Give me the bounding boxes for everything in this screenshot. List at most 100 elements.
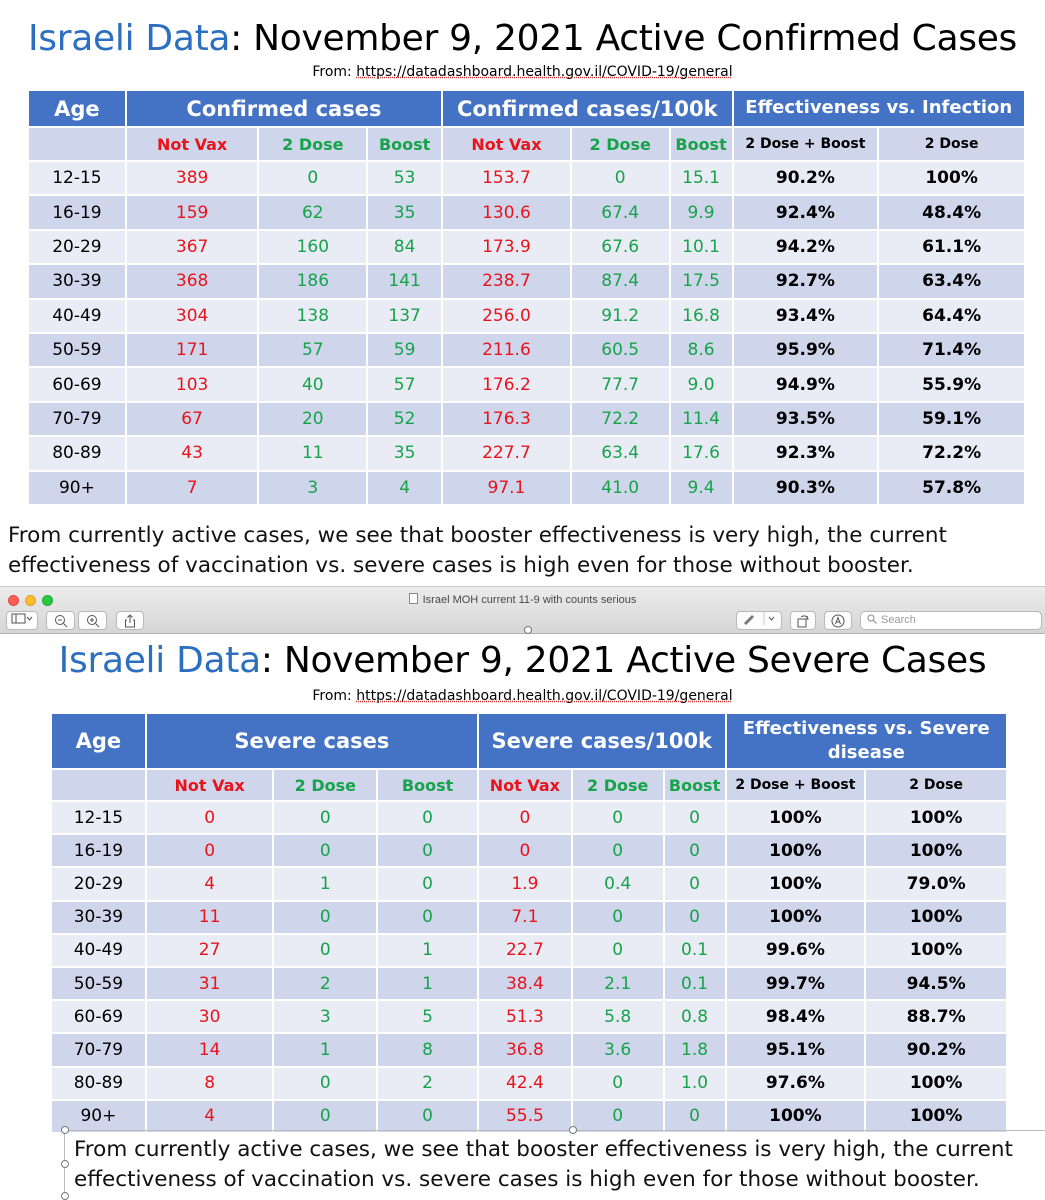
cases-2dose-cell: 0 [272,932,379,968]
zoom-out-button[interactable] [46,611,75,630]
rate-boost-cell: 0.1 [662,932,727,968]
subheader-eff-2dose: 2 Dose [864,768,1008,802]
window-title: Israel MOH current 11-9 with counts seri… [0,593,1045,606]
document-icon [408,593,418,604]
zoom-in-button[interactable] [78,611,107,630]
eff-2dose-boost-cell: 100% [724,1098,867,1134]
rate-not-vax-cell: 238.7 [441,263,572,300]
cases-2dose-cell: 0 [272,1098,379,1134]
selection-handle[interactable] [61,1160,69,1168]
eff-2dose-cell: 79.0% [864,866,1008,902]
table-row: 70-79 14 1 8 36.8 3.6 1.8 95.1% 90.2% [50,1032,1008,1068]
eff-2dose-cell: 100% [864,932,1008,968]
source-url: https://datadashboard.health.gov.il/COVI… [356,64,733,80]
subheader-blank [50,768,147,802]
rate-boost-cell: 1.8 [662,1032,727,1068]
rate-not-vax-cell: 153.7 [441,159,572,197]
eff-2dose-boost-cell: 90.3% [731,469,880,506]
header-effectiveness: Effectiveness vs. Infection [731,89,1027,128]
search-placeholder: Search [881,614,916,626]
rate-2dose-cell: 0 [570,833,665,869]
rate-2dose-cell: 0 [570,1065,665,1101]
cases-2dose-cell: 0 [272,833,379,869]
cases-boost-cell: 0 [376,1098,479,1134]
rate-boost-cell: 9.4 [668,469,734,506]
table-row: 12-15 389 0 53 153.7 0 15.1 90.2% 100% [27,159,1026,197]
table-header-row: Age Confirmed cases Confirmed cases/100k… [27,89,1027,128]
table-row: 90+ 7 3 4 97.1 41.0 9.4 90.3% 57.8% [27,469,1026,506]
eff-2dose-cell: 100% [864,1065,1008,1101]
confirmed-cases-table: Age Confirmed cases Confirmed cases/100k… [27,89,1027,506]
cases-2dose-cell: 0 [272,799,379,836]
annotate-icon [831,614,845,628]
rate-boost-cell: 1.0 [662,1065,727,1101]
sidebar-toggle-button[interactable] [6,611,38,630]
subheader-cases-not-vax: Not Vax [124,126,260,162]
rate-boost-cell: 16.8 [668,297,734,334]
cases-not-vax-cell: 368 [124,263,260,300]
eff-2dose-boost-cell: 92.4% [731,194,880,231]
table-row: 30-39 368 186 141 238.7 87.4 17.5 92.7% 63.4% [27,263,1026,300]
eff-2dose-cell: 100% [864,1098,1008,1134]
eff-2dose-boost-cell: 93.5% [731,400,880,438]
rate-2dose-cell: 3.6 [570,1032,665,1068]
eff-2dose-boost-cell: 92.3% [731,435,880,472]
table-row: 30-39 11 0 0 7.1 0 0 100% 100% [50,899,1008,935]
rate-boost-cell: 11.4 [668,400,734,438]
cases-not-vax-cell: 4 [144,1098,275,1134]
rate-not-vax-cell: 1.9 [476,866,573,902]
subheader-rate-2dose: 2 Dose [570,768,665,802]
age-cell: 40-49 [50,932,147,968]
caption-line: From currently active cases, we see that… [74,1137,1013,1162]
caption-line: effectiveness of vaccination vs. severe … [8,553,914,578]
cases-not-vax-cell: 14 [144,1032,275,1068]
maximize-window-button[interactable] [42,595,53,606]
table-row: 60-69 30 3 5 51.3 5.8 0.8 98.4% 88.7% [50,999,1008,1035]
cases-boost-cell: 141 [366,263,444,300]
age-cell: 60-69 [27,366,127,403]
cases-2dose-cell: 40 [257,366,369,403]
eff-2dose-cell: 100% [864,899,1008,935]
annotate-button[interactable] [824,611,852,630]
rate-2dose-cell: 0 [570,932,665,968]
eff-2dose-cell: 88.7% [864,999,1008,1035]
eff-2dose-cell: 72.2% [877,435,1026,472]
rate-2dose-cell: 0.4 [570,866,665,902]
selection-handle[interactable] [61,1126,69,1134]
cases-boost-cell: 2 [376,1065,479,1101]
subheader-cases-boost: Boost [366,126,444,162]
cases-2dose-cell: 0 [272,899,379,935]
rotate-button[interactable] [790,611,816,630]
slide-confirmed-cases: Israeli Data: November 9, 2021 Active Co… [0,0,1045,518]
markup-button[interactable] [736,611,782,630]
cases-2dose-cell: 3 [272,999,379,1035]
slide-caption: From currently active cases, we see that… [74,1135,1039,1195]
table-row: 70-79 67 20 52 176.3 72.2 11.4 93.5% 59.1% [27,400,1026,438]
subheader-blank [27,126,127,162]
eff-2dose-boost-cell: 94.2% [731,228,880,266]
share-button[interactable] [116,611,144,630]
selection-handle[interactable] [569,1126,577,1134]
table-subheader-row: Not Vax 2 Dose Boost Not Vax 2 Dose Boost 2 Do… [27,126,1026,162]
selection-handle[interactable] [524,626,532,634]
cases-boost-cell: 1 [376,965,479,1002]
eff-2dose-boost-cell: 100% [724,899,867,935]
eff-2dose-boost-cell: 94.9% [731,366,880,403]
search-icon [867,614,877,624]
cases-boost-cell: 52 [366,400,444,438]
selection-handle[interactable] [61,1192,69,1200]
eff-2dose-cell: 100% [877,159,1026,197]
search-field[interactable]: Search [860,611,1042,630]
cases-not-vax-cell: 159 [124,194,260,231]
cases-2dose-cell: 1 [272,1032,379,1068]
table-row: 12-15 0 0 0 0 0 0 100% 100% [50,799,1008,836]
table-header-row: Age Severe cases Severe cases/100k Effec… [50,712,1009,770]
minimize-window-button[interactable] [25,595,36,606]
title-highlight: Israeli Data [58,640,261,681]
cases-2dose-cell: 138 [257,297,369,334]
eff-2dose-boost-cell: 99.6% [724,932,867,968]
rate-2dose-cell: 72.2 [569,400,671,438]
close-window-button[interactable] [8,595,19,606]
rate-2dose-cell: 0 [570,799,665,836]
slide-title: Israeli Data: November 9, 2021 Active Se… [0,640,1045,681]
